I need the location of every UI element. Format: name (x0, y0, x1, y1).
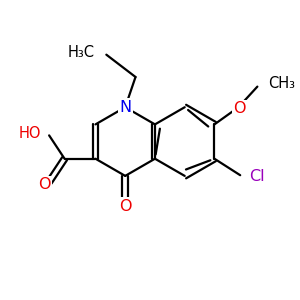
Text: H₃C: H₃C (68, 45, 94, 60)
Text: O: O (119, 199, 131, 214)
Text: Cl: Cl (249, 169, 264, 184)
Text: O: O (38, 177, 50, 192)
Text: HO: HO (18, 127, 41, 142)
Text: CH₃: CH₃ (268, 76, 295, 91)
Text: N: N (119, 100, 131, 115)
Text: O: O (233, 101, 245, 116)
